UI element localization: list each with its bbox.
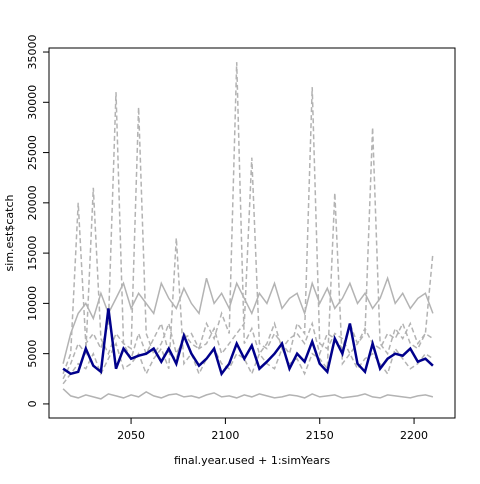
y-tick-label: 15000 (26, 236, 39, 271)
y-axis-label: sim.est$catch (3, 195, 16, 272)
x-axis-label: final.year.used + 1:simYears (174, 454, 330, 467)
series-line (62, 192, 434, 385)
series-line (62, 275, 434, 364)
y-tick-label: 10000 (26, 286, 39, 321)
series-line (62, 388, 434, 400)
series-line (62, 62, 434, 375)
x-tick-label: 2050 (117, 429, 145, 442)
y-tick-label: 5000 (26, 340, 39, 368)
y-tick-label: 35000 (26, 35, 39, 70)
x-tick-label: 2150 (306, 429, 334, 442)
x-tick-label: 2200 (400, 429, 428, 442)
y-tick-label: 25000 (26, 135, 39, 170)
series-line (62, 308, 434, 377)
x-tick-label: 2100 (211, 429, 239, 442)
y-tick-label: 0 (26, 400, 39, 407)
y-tick-label: 20000 (26, 185, 39, 220)
series-line (62, 87, 434, 380)
y-tick-label: 30000 (26, 85, 39, 120)
plot-box (48, 47, 456, 419)
